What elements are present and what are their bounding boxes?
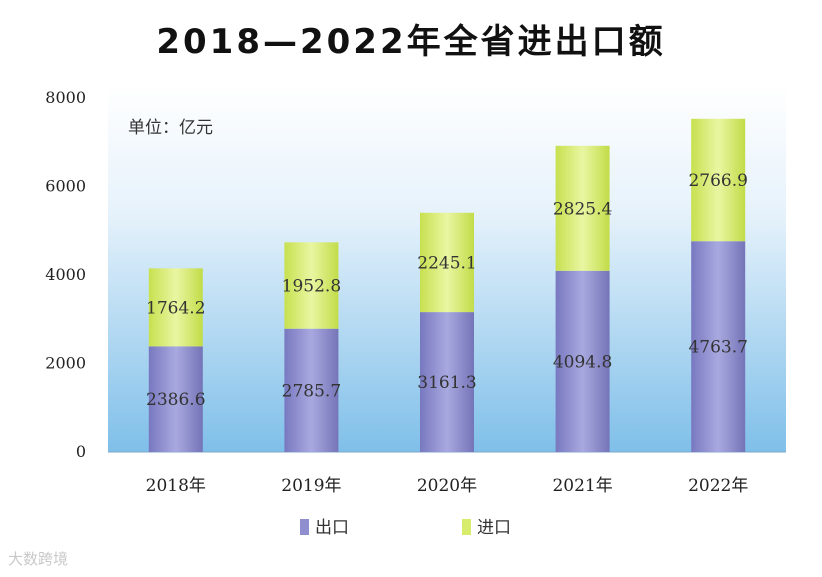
x-tick-label: 2021年: [552, 476, 612, 496]
x-tick-label: 2020年: [417, 476, 477, 496]
bar-export-1: [284, 328, 339, 452]
data-label-import-4: 2766.9: [688, 171, 747, 191]
x-tick-label: 2018年: [146, 476, 206, 496]
bar-import-3: [555, 145, 610, 271]
legend-label-import: 进口: [477, 518, 511, 538]
watermark-text: 大数跨境: [8, 550, 69, 568]
bar-export-3: [555, 270, 610, 452]
data-label-export-3: 4094.8: [553, 352, 612, 372]
chart-title: 2018—2022年全省进出口额: [156, 22, 666, 62]
x-tick-label: 2019年: [281, 476, 341, 496]
bar-export-2: [420, 312, 474, 452]
data-label-import-2: 2245.1: [417, 253, 476, 273]
y-tick-label: 6000: [45, 177, 86, 196]
bar-import-4: [691, 118, 746, 242]
y-tick-label: 0: [76, 442, 86, 461]
data-label-export-0: 2386.6: [146, 390, 205, 410]
data-label-export-4: 4763.7: [688, 338, 747, 358]
data-label-export-2: 3161.3: [417, 373, 476, 393]
bar-import-0: [148, 268, 203, 347]
bar-import-1: [284, 242, 339, 329]
x-tick-label: 2022年: [688, 476, 748, 496]
legend-label-export: 出口: [315, 518, 349, 538]
y-tick-label: 8000: [45, 88, 86, 107]
legend-swatch-export: [300, 519, 309, 535]
data-label-export-1: 2785.7: [282, 381, 341, 401]
data-label-import-3: 2825.4: [553, 199, 612, 219]
data-label-import-0: 1764.2: [146, 298, 205, 318]
unit-label: 单位：亿元: [128, 118, 213, 138]
y-tick-label: 4000: [45, 265, 86, 284]
bar-import-2: [420, 212, 474, 313]
y-tick-label: 2000: [45, 354, 86, 373]
bar-export-0: [148, 346, 203, 452]
data-label-import-1: 1952.8: [282, 277, 341, 297]
legend-swatch-import: [462, 519, 471, 535]
bar-export-4: [691, 241, 746, 452]
